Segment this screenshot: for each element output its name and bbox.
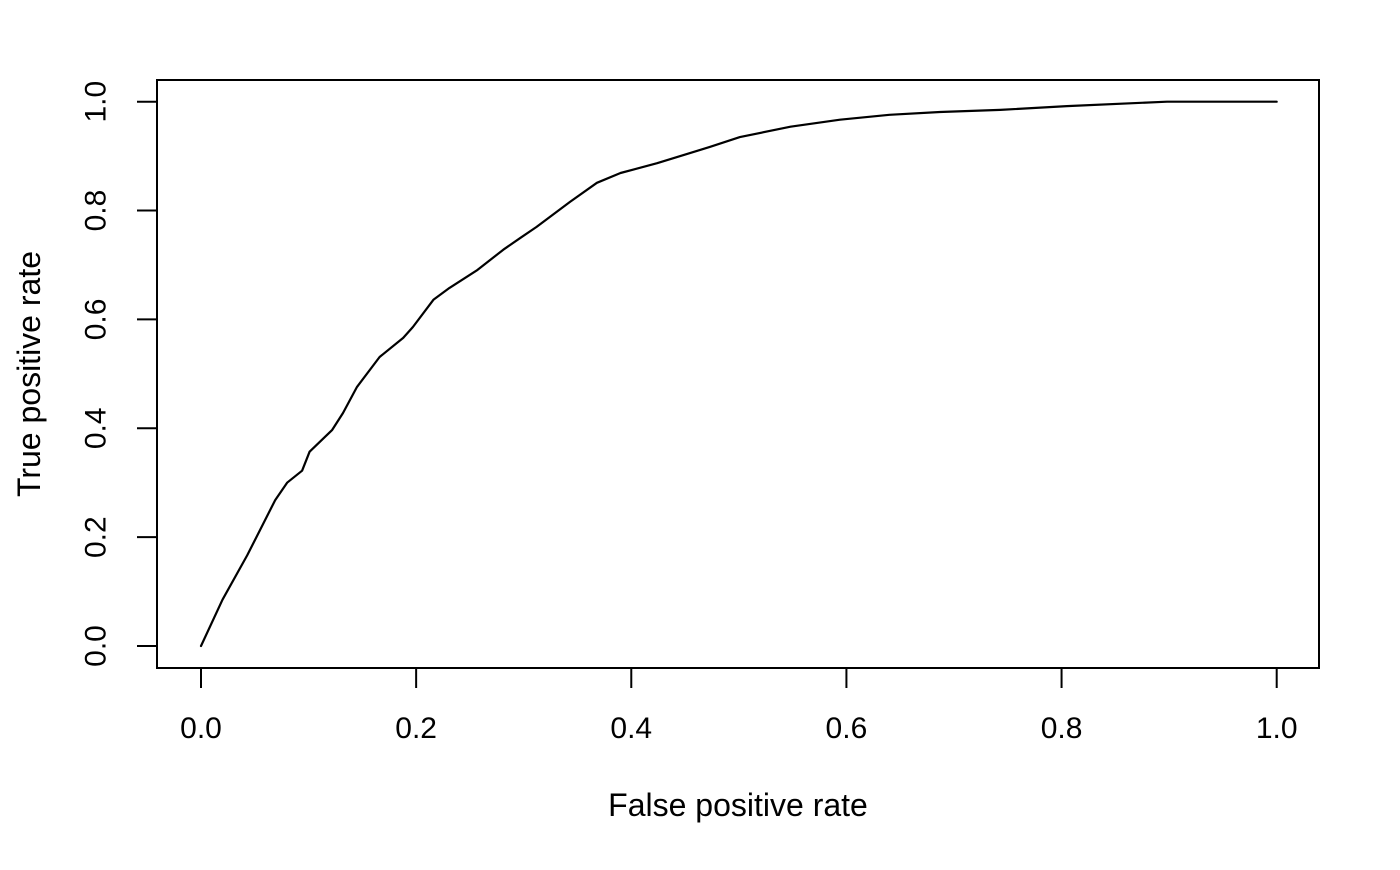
x-tick-label: 0.4 xyxy=(610,712,652,745)
x-tick-label: 0.6 xyxy=(826,712,868,745)
x-tick-label: 0.2 xyxy=(395,712,437,745)
y-tick-label: 0.6 xyxy=(80,299,113,341)
y-tick-label: 0.4 xyxy=(80,407,113,449)
y-tick-label: 0.0 xyxy=(80,625,113,667)
y-axis: 0.0 0.2 0.4 0.6 0.8 1.0 xyxy=(80,81,157,667)
roc-curve-series xyxy=(199,100,1278,648)
x-axis-title: False positive rate xyxy=(608,787,868,823)
x-tick-label: 0.8 xyxy=(1041,712,1083,745)
x-tick-label: 0.0 xyxy=(180,712,222,745)
y-tick-label: 1.0 xyxy=(80,81,113,123)
plot-box-border xyxy=(156,79,1320,669)
x-axis: 0.0 0.2 0.4 0.6 0.8 1.0 xyxy=(180,668,1298,745)
x-tick-label: 1.0 xyxy=(1256,712,1298,745)
y-tick-label: 0.8 xyxy=(80,190,113,232)
y-tick-label: 0.2 xyxy=(80,516,113,558)
roc-curve-line xyxy=(199,100,1278,648)
y-axis-title: True positive rate xyxy=(11,251,47,497)
